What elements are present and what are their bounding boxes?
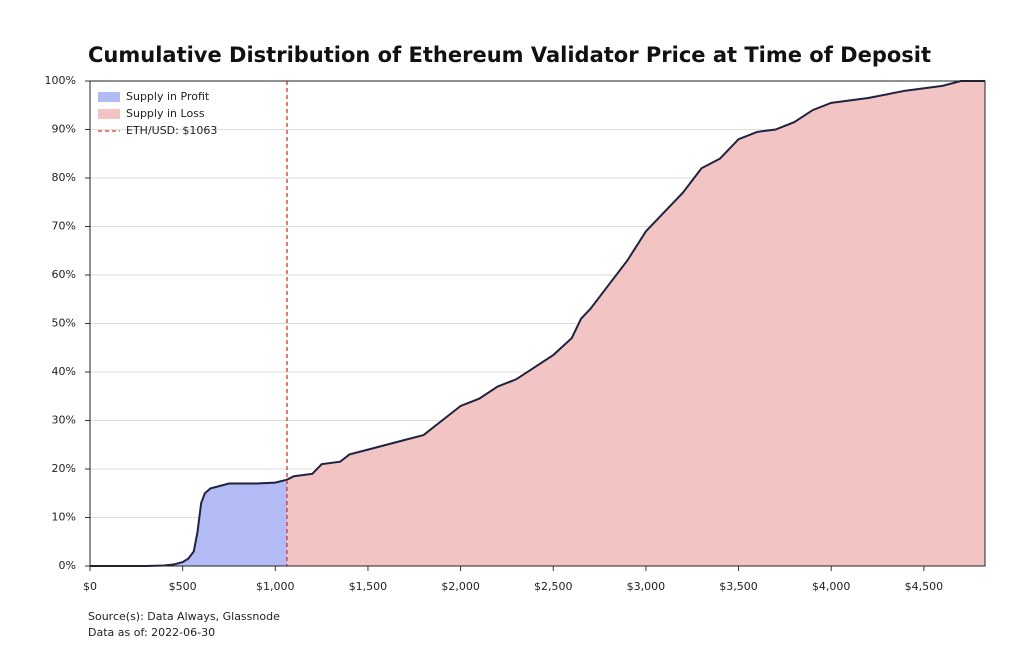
source-note: Source(s): Data Always, Glassnode: [88, 610, 280, 623]
legend-label: ETH/USD: $1063: [126, 124, 217, 137]
chart-title: Cumulative Distribution of Ethereum Vali…: [88, 43, 931, 67]
x-tick-label: $500: [169, 580, 197, 593]
x-tick-label: $2,000: [441, 580, 480, 593]
x-tick-label: $4,000: [812, 580, 851, 593]
legend-swatch: [98, 109, 120, 119]
y-tick-label: 80%: [52, 171, 76, 184]
y-tick-label: 30%: [52, 414, 76, 427]
plot-border: [89, 80, 986, 567]
x-tick-label: $0: [83, 580, 97, 593]
area: [90, 479, 287, 566]
line: [286, 80, 985, 481]
y-tick-label: 60%: [52, 268, 76, 281]
date-note: Data as of: 2022-06-30: [88, 626, 215, 639]
y-tick-label: 20%: [52, 462, 76, 475]
x-tick-label: $1,000: [256, 580, 295, 593]
y-tick-label: 40%: [52, 365, 76, 378]
y-tick-label: 50%: [52, 317, 76, 330]
y-tick-label: 10%: [52, 511, 76, 524]
y-tick-label: 70%: [52, 220, 76, 233]
x-tick-label: $2,500: [534, 580, 573, 593]
area: [286, 81, 985, 566]
legend-label: Supply in Profit: [126, 90, 210, 103]
legend-swatch: [98, 92, 120, 102]
x-tick-label: $1,500: [349, 580, 388, 593]
legend-label: Supply in Loss: [126, 107, 205, 120]
y-tick-label: 90%: [52, 123, 76, 136]
x-tick-label: $3,500: [719, 580, 758, 593]
y-tick-label: 100%: [45, 74, 76, 87]
x-tick-label: $3,000: [627, 580, 666, 593]
y-tick-label: 0%: [59, 559, 76, 572]
x-tick-label: $4,500: [905, 580, 944, 593]
